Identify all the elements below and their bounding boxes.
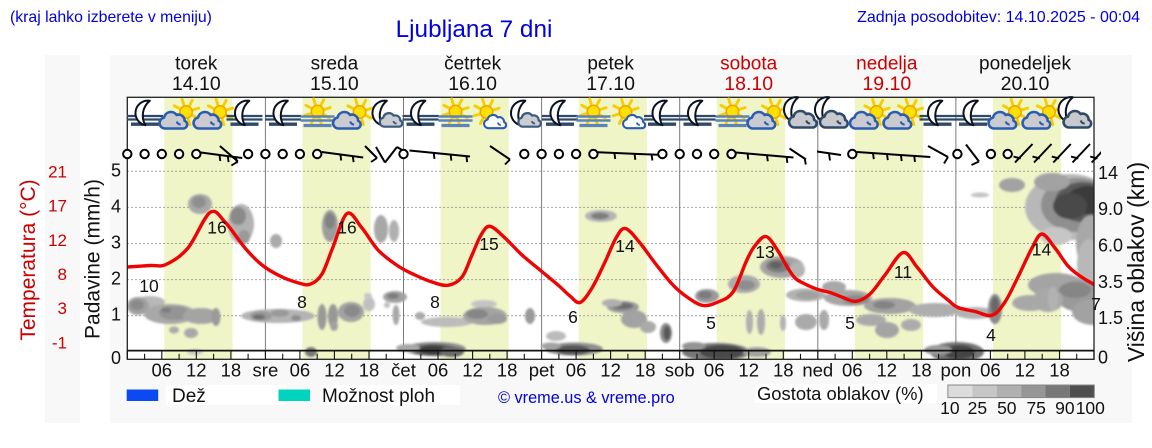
svg-text:Padavine (mm/h): Padavine (mm/h) (82, 179, 105, 339)
svg-text:pet: pet (529, 360, 555, 381)
svg-text:100: 100 (1076, 398, 1105, 418)
svg-text:Dež: Dež (172, 386, 206, 407)
svg-text:18: 18 (635, 360, 656, 381)
svg-text:16: 16 (337, 218, 356, 238)
svg-text:1: 1 (111, 305, 121, 325)
svg-text:12: 12 (1015, 360, 1036, 381)
svg-text:10: 10 (940, 398, 960, 418)
svg-text:50: 50 (997, 398, 1017, 418)
svg-text:ponedeljek: ponedeljek (979, 54, 1071, 75)
svg-text:2: 2 (111, 269, 121, 289)
svg-text:18: 18 (497, 360, 518, 381)
svg-text:5: 5 (706, 313, 716, 333)
svg-text:17.10: 17.10 (586, 73, 635, 95)
svg-text:15.10: 15.10 (310, 73, 359, 95)
svg-text:14: 14 (615, 236, 635, 256)
svg-text:5: 5 (111, 161, 121, 181)
svg-text:16: 16 (207, 218, 226, 238)
svg-text:8: 8 (58, 265, 67, 284)
svg-text:Zadnja posodobitev: 14.10.2025: Zadnja posodobitev: 14.10.2025 - 00:04 (857, 9, 1140, 26)
svg-text:18: 18 (1049, 360, 1070, 381)
svg-text:0: 0 (1098, 348, 1108, 368)
svg-text:7: 7 (1091, 294, 1101, 314)
svg-text:9.0: 9.0 (1098, 199, 1123, 219)
svg-text:12: 12 (600, 360, 621, 381)
svg-text:3.5: 3.5 (1098, 272, 1123, 292)
svg-text:Temperatura (°C): Temperatura (°C) (17, 179, 40, 340)
svg-text:06: 06 (152, 360, 173, 381)
svg-text:sobota: sobota (720, 54, 777, 75)
svg-text:5: 5 (845, 313, 855, 333)
svg-text:sob: sob (665, 360, 695, 381)
svg-text:0: 0 (111, 348, 121, 368)
svg-text:(kraj lahko izberete v meniju): (kraj lahko izberete v meniju) (10, 9, 212, 26)
svg-text:16.10: 16.10 (448, 73, 497, 95)
svg-text:18: 18 (911, 360, 932, 381)
svg-text:18: 18 (773, 360, 794, 381)
svg-text:12: 12 (877, 360, 898, 381)
svg-text:3: 3 (111, 233, 121, 253)
svg-text:sre: sre (253, 360, 279, 381)
svg-text:12: 12 (738, 360, 759, 381)
svg-text:pon: pon (940, 360, 971, 381)
svg-text:12: 12 (48, 231, 67, 250)
svg-text:06: 06 (566, 360, 587, 381)
svg-text:14.10: 14.10 (172, 73, 221, 95)
svg-text:20.10: 20.10 (1001, 73, 1050, 95)
svg-text:13: 13 (755, 242, 774, 262)
svg-text:petek: petek (587, 54, 634, 75)
svg-text:12: 12 (186, 360, 207, 381)
svg-text:18.10: 18.10 (724, 73, 773, 95)
svg-text:06: 06 (704, 360, 725, 381)
svg-text:10: 10 (139, 276, 159, 296)
svg-text:1.5: 1.5 (1098, 308, 1123, 328)
svg-text:nedelja: nedelja (856, 54, 918, 75)
svg-text:06: 06 (842, 360, 863, 381)
svg-text:18: 18 (221, 360, 242, 381)
svg-text:6.0: 6.0 (1098, 236, 1123, 256)
svg-text:15: 15 (479, 234, 498, 254)
svg-text:17: 17 (48, 197, 67, 216)
svg-text:-1: -1 (52, 333, 67, 352)
svg-text:6: 6 (568, 307, 578, 327)
svg-text:06: 06 (980, 360, 1001, 381)
svg-text:14: 14 (1032, 240, 1052, 260)
svg-text:© vreme.us & vreme.pro: © vreme.us & vreme.pro (498, 389, 675, 407)
svg-text:8: 8 (430, 292, 440, 312)
svg-text:torek: torek (175, 54, 218, 75)
svg-text:4: 4 (111, 197, 121, 217)
svg-text:25: 25 (968, 398, 987, 418)
svg-text:90: 90 (1055, 398, 1075, 418)
svg-text:sreda: sreda (311, 54, 359, 75)
svg-text:Višina oblakov (km): Višina oblakov (km) (1123, 162, 1149, 362)
svg-text:21: 21 (48, 162, 67, 181)
svg-text:3: 3 (58, 299, 67, 318)
svg-text:ned: ned (802, 360, 833, 381)
svg-text:11: 11 (894, 262, 912, 282)
svg-text:06: 06 (290, 360, 311, 381)
svg-text:12: 12 (324, 360, 345, 381)
svg-text:12: 12 (462, 360, 483, 381)
svg-text:06: 06 (428, 360, 449, 381)
svg-text:Gostota oblakov (%): Gostota oblakov (%) (757, 383, 924, 404)
svg-text:4: 4 (986, 325, 996, 345)
svg-text:čet: čet (391, 360, 416, 381)
svg-text:8: 8 (297, 292, 307, 312)
svg-text:Možnost ploh: Možnost ploh (322, 386, 435, 407)
svg-text:75: 75 (1026, 398, 1045, 418)
svg-text:14: 14 (1098, 163, 1118, 183)
svg-text:19.10: 19.10 (862, 73, 911, 95)
svg-text:Ljubljana 7 dni: Ljubljana 7 dni (396, 16, 553, 43)
svg-text:18: 18 (359, 360, 380, 381)
svg-text:četrtek: četrtek (444, 54, 502, 75)
